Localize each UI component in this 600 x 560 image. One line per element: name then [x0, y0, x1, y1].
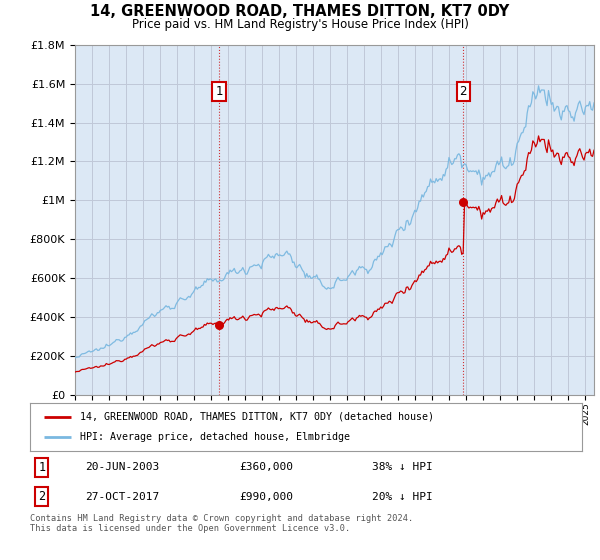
- Text: 14, GREENWOOD ROAD, THAMES DITTON, KT7 0DY (detached house): 14, GREENWOOD ROAD, THAMES DITTON, KT7 0…: [80, 412, 434, 422]
- Text: 2: 2: [38, 490, 46, 503]
- Text: 27-OCT-2017: 27-OCT-2017: [85, 492, 160, 502]
- Text: 2: 2: [460, 85, 467, 98]
- Text: 14, GREENWOOD ROAD, THAMES DITTON, KT7 0DY: 14, GREENWOOD ROAD, THAMES DITTON, KT7 0…: [91, 4, 509, 19]
- Text: 38% ↓ HPI: 38% ↓ HPI: [372, 462, 433, 472]
- Text: Contains HM Land Registry data © Crown copyright and database right 2024.
This d: Contains HM Land Registry data © Crown c…: [30, 514, 413, 534]
- Text: £990,000: £990,000: [240, 492, 294, 502]
- Text: 1: 1: [215, 85, 223, 98]
- Text: £360,000: £360,000: [240, 462, 294, 472]
- Text: Price paid vs. HM Land Registry's House Price Index (HPI): Price paid vs. HM Land Registry's House …: [131, 18, 469, 31]
- Text: 20% ↓ HPI: 20% ↓ HPI: [372, 492, 433, 502]
- Text: 1: 1: [38, 461, 46, 474]
- Text: 20-JUN-2003: 20-JUN-2003: [85, 462, 160, 472]
- Text: HPI: Average price, detached house, Elmbridge: HPI: Average price, detached house, Elmb…: [80, 432, 350, 442]
